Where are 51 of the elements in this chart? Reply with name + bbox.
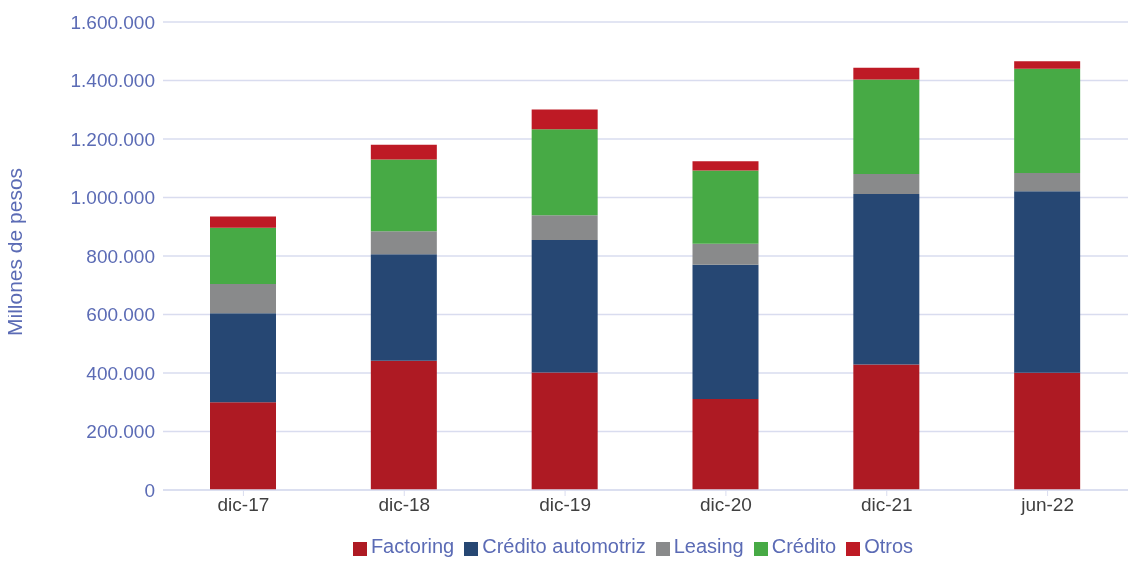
legend-label: Crédito <box>771 535 837 557</box>
y-tick-label: 800.000 <box>86 245 155 267</box>
bar <box>531 129 598 216</box>
x-tick-label: jun-22 <box>1020 494 1074 516</box>
bar <box>1014 172 1081 192</box>
bar <box>853 193 920 365</box>
bar <box>853 364 920 490</box>
bar <box>210 216 276 228</box>
x-tick-label: dic-19 <box>539 494 591 516</box>
bar <box>370 159 437 232</box>
bar <box>531 109 598 130</box>
bar <box>853 174 920 194</box>
legend-label: Otros <box>864 535 914 557</box>
y-tick-label: 400.000 <box>86 362 155 384</box>
bar <box>370 144 437 160</box>
bar <box>210 284 276 314</box>
legend-label: Factoring <box>370 535 455 557</box>
x-tick-label: dic-21 <box>860 494 913 516</box>
y-tick-label: 1.200.000 <box>70 128 155 150</box>
bar <box>692 264 759 400</box>
bar <box>210 313 276 403</box>
bar <box>853 79 920 175</box>
bar <box>1014 68 1081 173</box>
y-tick-label: 0 <box>144 479 155 501</box>
legend-label: Crédito automotriz <box>482 535 646 557</box>
bar <box>370 360 437 490</box>
bar <box>1014 191 1081 373</box>
x-tick-label: dic-18 <box>378 494 431 516</box>
bar <box>692 161 759 171</box>
y-tick-label: 1.600.000 <box>70 11 155 33</box>
bar <box>692 243 759 265</box>
bar <box>370 231 437 255</box>
legend-label: Leasing <box>673 535 744 557</box>
y-tick-label: 600.000 <box>86 304 155 326</box>
bar <box>210 402 276 490</box>
y-axis-title: Millones de pesos <box>3 167 27 336</box>
bar <box>370 254 437 361</box>
bar <box>1014 372 1081 490</box>
y-tick-label: 1.000.000 <box>70 187 155 209</box>
bar <box>531 215 598 240</box>
bar <box>531 239 598 373</box>
bar <box>1014 61 1081 69</box>
bar <box>531 372 598 490</box>
bar <box>853 67 920 80</box>
bar <box>692 170 759 244</box>
bar <box>210 227 276 285</box>
y-tick-label: 200.000 <box>86 421 155 443</box>
y-tick-label: 1.400.000 <box>70 70 155 92</box>
bar <box>692 399 759 490</box>
x-tick-label: dic-20 <box>700 494 752 516</box>
x-tick-label: dic-17 <box>217 494 270 516</box>
